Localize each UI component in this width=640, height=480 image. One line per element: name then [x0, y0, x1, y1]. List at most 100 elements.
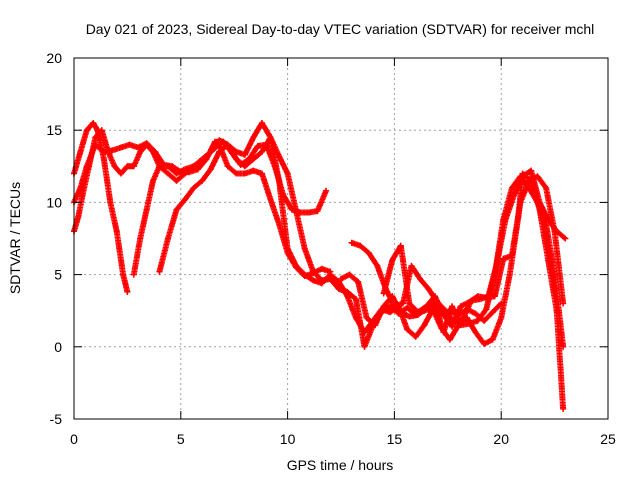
data-point [250, 156, 257, 163]
data-point [472, 329, 479, 336]
data-point [173, 170, 180, 177]
data-point [357, 242, 364, 249]
data-point [389, 257, 396, 264]
data-point [111, 163, 118, 170]
x-tick-labels: 0 5 10 15 20 25 [70, 431, 616, 447]
data-point [361, 329, 368, 336]
data-point [449, 323, 456, 330]
data-point [508, 252, 515, 259]
data-point [164, 170, 171, 177]
data-point [143, 141, 150, 148]
data-point [551, 271, 558, 278]
series-track-8 [380, 173, 567, 330]
data-point [412, 333, 419, 340]
data-point [472, 310, 479, 317]
data-point [156, 268, 163, 275]
data-point [534, 199, 541, 206]
data-point [258, 170, 265, 177]
data-point [421, 322, 428, 329]
x-axis-title: GPS time / hours [287, 457, 394, 473]
data-point [305, 209, 312, 216]
data-point [124, 288, 131, 295]
data-point [474, 317, 481, 324]
data-point [233, 148, 240, 155]
data-point [79, 192, 86, 199]
y-tick-label: 10 [46, 194, 62, 210]
data-point [348, 239, 355, 246]
data-point [164, 235, 171, 242]
data-point [491, 293, 498, 300]
data-point [207, 166, 214, 173]
data-point [137, 235, 144, 242]
data-point [431, 293, 438, 300]
data-point [425, 286, 432, 293]
data-point [75, 213, 82, 220]
data-point [293, 262, 300, 269]
data-point [560, 343, 567, 350]
plot-frame [73, 57, 609, 420]
chart-title: Day 021 of 2023, Sidereal Day-to-day VTE… [86, 21, 595, 37]
data-point [124, 163, 131, 170]
data-point [92, 134, 99, 141]
data-point [500, 255, 507, 262]
data-series [71, 119, 569, 412]
data-point [406, 300, 413, 307]
data-point [404, 304, 411, 311]
data-point [406, 313, 413, 320]
data-point [372, 322, 379, 329]
data-point [346, 271, 353, 278]
data-point [397, 309, 404, 316]
data-point [150, 148, 157, 155]
data-point [130, 163, 137, 170]
data-point [117, 144, 124, 151]
data-point [318, 265, 325, 272]
x-tick-label: 5 [177, 431, 185, 447]
data-point [489, 309, 496, 316]
data-point [117, 170, 124, 177]
data-point [284, 170, 291, 177]
data-point [194, 166, 201, 173]
data-point [517, 199, 524, 206]
data-point [314, 208, 321, 215]
data-point [241, 163, 248, 170]
data-point [224, 163, 231, 170]
data-point [199, 158, 206, 165]
data-point [250, 167, 257, 174]
data-point [417, 275, 424, 282]
data-point [440, 312, 447, 319]
y-tick-label: 15 [46, 122, 62, 138]
data-point [414, 309, 421, 316]
data-point [105, 148, 112, 155]
y-tick-label: 0 [54, 339, 62, 355]
data-point [224, 141, 231, 148]
data-point [173, 206, 180, 213]
data-point [355, 278, 362, 285]
data-point [466, 320, 473, 327]
data-point [216, 137, 223, 144]
data-point [517, 173, 524, 180]
data-point [85, 163, 92, 170]
data-point [130, 271, 137, 278]
data-point [233, 156, 240, 163]
data-point [143, 206, 150, 213]
data-point [241, 170, 248, 177]
data-point [365, 249, 372, 256]
data-point [301, 271, 308, 278]
data-point [120, 271, 127, 278]
data-point [77, 148, 84, 155]
data-point [318, 280, 325, 287]
data-point [182, 166, 189, 173]
data-point [267, 134, 274, 141]
data-point [113, 228, 120, 235]
data-point [397, 242, 404, 249]
y-tick-labels: -5 0 5 10 15 20 [46, 50, 62, 427]
data-point [83, 127, 90, 134]
data-point [506, 271, 513, 278]
data-point [100, 156, 107, 163]
data-point [258, 148, 265, 155]
data-point [190, 163, 197, 170]
data-point [267, 196, 274, 203]
data-point [137, 148, 144, 155]
data-point [90, 119, 97, 126]
